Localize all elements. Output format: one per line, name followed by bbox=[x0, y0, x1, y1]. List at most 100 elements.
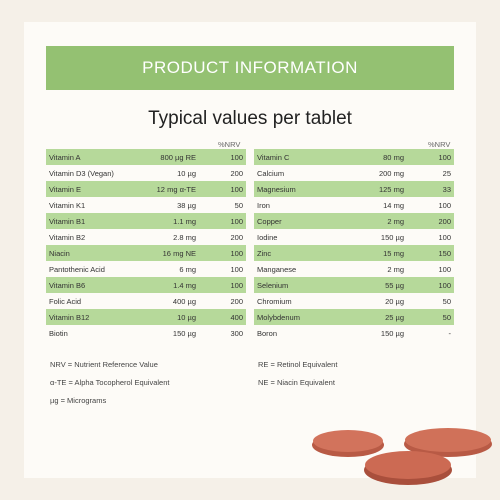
notes-left: NRV = Nutrient Reference Value α-TE = Alp… bbox=[50, 356, 169, 410]
nutrient-row: Vitamin E 12 mg α-TE 100 bbox=[46, 181, 246, 197]
nutrient-name: Vitamin B2 bbox=[49, 232, 86, 242]
right-nrv-header: %NRV bbox=[428, 140, 451, 149]
nutrient-amount: 150 µg bbox=[380, 328, 404, 338]
tablet-right bbox=[404, 428, 492, 457]
nutrient-amount: 200 mg bbox=[378, 168, 404, 178]
nutrient-name: Vitamin A bbox=[49, 152, 81, 162]
nutrient-nrv: 100 bbox=[438, 280, 451, 290]
nutrient-nrv: 100 bbox=[230, 280, 243, 290]
nutrient-row: Manganese 2 mg 100 bbox=[254, 261, 454, 277]
product-info-card: PRODUCT INFORMATION Typical values per t… bbox=[24, 22, 476, 478]
nutrient-name: Vitamin B1 bbox=[49, 216, 86, 226]
nutrient-nrv: 50 bbox=[442, 296, 451, 306]
nutrient-nrv: 100 bbox=[230, 184, 243, 194]
nutrient-row: Molybdenum 25 µg 50 bbox=[254, 309, 454, 325]
nutrient-row: Chromium 20 µg 50 bbox=[254, 293, 454, 309]
nutrient-name: Biotin bbox=[49, 328, 68, 338]
notes-right: RE = Retinol Equivalent NE = Niacin Equiv… bbox=[258, 356, 337, 392]
nutrient-name: Vitamin B6 bbox=[49, 280, 86, 290]
nutrient-nrv: 200 bbox=[230, 232, 243, 242]
nutrient-amount: 2 mg bbox=[387, 264, 404, 274]
nutrient-name: Copper bbox=[257, 216, 282, 226]
note-line: µg = Micrograms bbox=[50, 396, 107, 405]
note-line: NE = Niacin Equivalent bbox=[258, 378, 335, 387]
nutrient-nrv: 400 bbox=[230, 312, 243, 322]
banner-title: PRODUCT INFORMATION bbox=[46, 46, 454, 90]
nutrient-row: Biotin 150 µg 300 bbox=[46, 325, 246, 341]
nutrient-name: Vitamin C bbox=[257, 152, 290, 162]
nutrient-row: Folic Acid 400 µg 200 bbox=[46, 293, 246, 309]
nutrient-amount: 2.8 mg bbox=[173, 232, 196, 242]
nutrient-name: Vitamin B12 bbox=[49, 312, 90, 322]
tablets-image bbox=[312, 428, 492, 485]
nutrient-row: Vitamin B2 2.8 mg 200 bbox=[46, 229, 246, 245]
nutrient-nrv: 50 bbox=[234, 200, 243, 210]
nutrient-name: Iodine bbox=[257, 232, 278, 242]
nutrient-amount: 10 µg bbox=[177, 312, 196, 322]
nutrient-nrv: 200 bbox=[230, 168, 243, 178]
tablet-back bbox=[312, 430, 384, 457]
right-nutrient-table: Vitamin C 80 mg 100 Calcium 200 mg 25 Magnesiu… bbox=[254, 149, 454, 341]
nutrient-nrv: 50 bbox=[442, 312, 451, 322]
nutrient-name: Boron bbox=[257, 328, 278, 338]
nutrient-row: Vitamin B1 1.1 mg 100 bbox=[46, 213, 246, 229]
note-line: α-TE = Alpha Tocopherol Equivalent bbox=[50, 378, 170, 387]
nutrient-amount: 2 mg bbox=[387, 216, 404, 226]
nutrient-row: Niacin 16 mg NE 100 bbox=[46, 245, 246, 261]
nutrient-amount: 20 µg bbox=[385, 296, 404, 306]
nutrient-amount: 38 µg bbox=[177, 200, 196, 210]
nutrient-amount: 6 mg bbox=[179, 264, 196, 274]
nutrient-amount: 55 µg bbox=[385, 280, 404, 290]
nutrient-row: Vitamin K1 38 µg 50 bbox=[46, 197, 246, 213]
nutrient-nrv: 100 bbox=[230, 248, 243, 258]
nutrient-row: Vitamin D3 (Vegan) 10 µg 200 bbox=[46, 165, 246, 181]
nutrient-nrv: 100 bbox=[230, 216, 243, 226]
nutrient-row: Pantothenic Acid 6 mg 100 bbox=[46, 261, 246, 277]
nutrient-row: Boron 150 µg - bbox=[254, 325, 454, 341]
note-line: RE = Retinol Equivalent bbox=[258, 360, 338, 369]
nutrient-nrv: - bbox=[448, 328, 452, 338]
nutrient-amount: 1.4 mg bbox=[173, 280, 196, 290]
nutrient-row: Copper 2 mg 200 bbox=[254, 213, 454, 229]
nutrient-nrv: 100 bbox=[438, 152, 451, 162]
tablet-front bbox=[364, 451, 452, 485]
nutrient-name: Magnesium bbox=[257, 184, 296, 194]
left-nutrient-table: Vitamin A 800 µg RE 100 Vitamin D3 (Vegan) 1… bbox=[46, 149, 246, 341]
nutrient-row: Vitamin A 800 µg RE 100 bbox=[46, 149, 246, 165]
nutrient-nrv: 100 bbox=[230, 264, 243, 274]
nutrient-amount: 1.1 mg bbox=[173, 216, 196, 226]
nutrient-name: Iron bbox=[257, 200, 270, 210]
nutrient-name: Pantothenic Acid bbox=[49, 264, 105, 274]
nutrient-amount: 800 µg RE bbox=[160, 152, 196, 162]
nutrient-name: Chromium bbox=[257, 296, 292, 306]
nutrient-name: Calcium bbox=[257, 168, 285, 178]
nutrient-name: Vitamin K1 bbox=[49, 200, 86, 210]
nutrient-name: Folic Acid bbox=[49, 296, 82, 306]
nutrient-amount: 150 µg bbox=[380, 232, 404, 242]
nutrient-row: Magnesium 125 mg 33 bbox=[254, 181, 454, 197]
nutrient-name: Molybdenum bbox=[257, 312, 300, 322]
nutrient-nrv: 100 bbox=[438, 264, 451, 274]
nutrient-row: Vitamin C 80 mg 100 bbox=[254, 149, 454, 165]
nutrient-nrv: 33 bbox=[442, 184, 451, 194]
nutrient-nrv: 100 bbox=[438, 232, 451, 242]
nutrient-nrv: 25 bbox=[442, 168, 451, 178]
nutrient-amount: 12 mg α-TE bbox=[156, 184, 196, 194]
nutrient-nrv: 200 bbox=[438, 216, 451, 226]
nutrient-name: Zinc bbox=[257, 248, 272, 258]
nutrient-amount: 80 mg bbox=[383, 152, 404, 162]
nutrient-nrv: 100 bbox=[438, 200, 451, 210]
left-nrv-header: %NRV bbox=[218, 140, 241, 149]
nutrient-nrv: 100 bbox=[230, 152, 243, 162]
nutrient-nrv: 300 bbox=[230, 328, 243, 338]
subtitle: Typical values per tablet bbox=[148, 108, 352, 129]
nutrient-amount: 14 mg bbox=[383, 200, 404, 210]
nutrient-name: Niacin bbox=[49, 248, 70, 258]
nutrient-amount: 10 µg bbox=[177, 168, 196, 178]
nutrient-name: Vitamin E bbox=[49, 184, 81, 194]
nutrient-amount: 400 µg bbox=[172, 296, 196, 306]
nutrient-name: Selenium bbox=[257, 280, 289, 290]
nutrient-row: Iron 14 mg 100 bbox=[254, 197, 454, 213]
nutrient-row: Vitamin B12 10 µg 400 bbox=[46, 309, 246, 325]
nutrient-row: Zinc 15 mg 150 bbox=[254, 245, 454, 261]
